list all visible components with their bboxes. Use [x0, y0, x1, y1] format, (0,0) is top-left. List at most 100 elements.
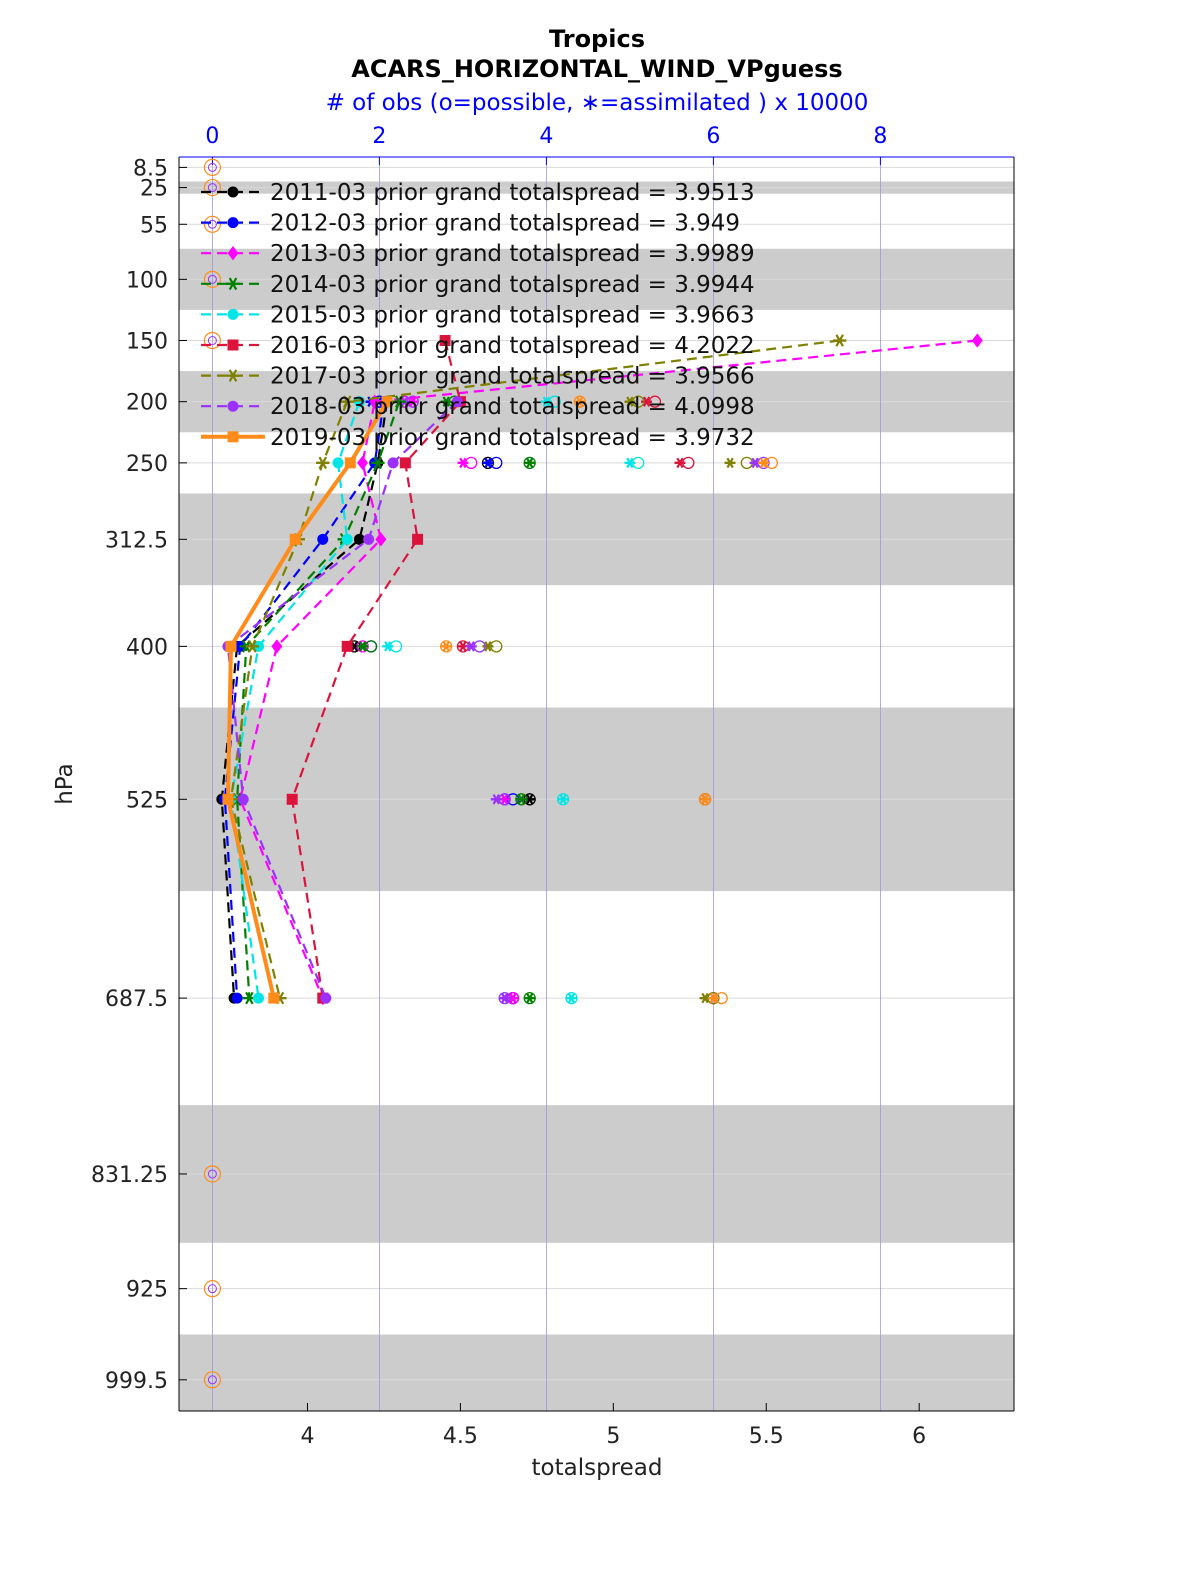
legend-marker [227, 217, 239, 229]
obs-zero-marker [203, 331, 221, 350]
data-point-2012-03 [317, 533, 329, 545]
obs-possible-marker [356, 640, 369, 653]
data-point-2018-03 [320, 992, 332, 1004]
data-point-2018-03 [363, 533, 375, 545]
obs-assimilated-marker [524, 457, 536, 469]
obs-possible-marker [565, 991, 578, 1005]
obs-assimilated-marker [541, 396, 552, 407]
series-line-2011-03 [220, 401, 389, 999]
data-point-2019-03 [289, 533, 301, 545]
data-point-2019-03 [268, 992, 280, 1004]
top-tick-label: 4 [539, 124, 553, 149]
legend-entry: 2016-03 prior grand totalspread = 4.2022 [270, 333, 755, 359]
obs-assimilated-marker [482, 641, 494, 652]
chart-title: Tropics [549, 25, 645, 53]
obs-assimilated-marker [524, 992, 536, 1004]
obs-assimilated-marker [574, 396, 586, 407]
obs-assimilated-marker [499, 992, 511, 1004]
obs-possible-marker [515, 793, 528, 806]
data-point-2016-03 [399, 457, 411, 469]
plot-area: 0 2 4 6 8 4 4.5 5 5.5 6 8.525 55 100 150 200 250 312.5 40… [91, 124, 1015, 1449]
obs-assimilated-marker [465, 641, 477, 652]
obs-assimilated-marker [758, 457, 769, 469]
legend-marker [227, 246, 239, 261]
data-point-2013-03 [357, 455, 369, 471]
obs-possible-marker [523, 456, 536, 470]
legend-entry: 2012-03 prior grand totalspread = 3.949 [270, 211, 740, 237]
legend-entry: 2015-03 prior grand totalspread = 3.9663 [270, 302, 755, 328]
obs-assimilated-marker [515, 794, 527, 805]
obs-zero-marker-inner [207, 219, 217, 229]
series-line-2012-03 [223, 401, 386, 999]
data-point-2014-03 [371, 456, 385, 470]
x-tick-label: 5.5 [749, 1424, 784, 1449]
y-tick-label: 8.5 [133, 156, 168, 181]
obs-assimilated-marker [724, 457, 736, 469]
obs-assimilated-marker [641, 396, 652, 407]
obs-possible-marker [523, 991, 536, 1005]
data-point-2017-03 [340, 395, 354, 408]
obs-possible-marker [556, 793, 570, 806]
y-tick-label: 150 [126, 330, 168, 355]
legend: 2011-03 prior grand totalspread = 3.9513… [201, 180, 755, 451]
y-tick-label: 525 [126, 788, 168, 813]
data-point-2011-03 [353, 533, 365, 545]
obs-assimilated-marker [490, 794, 502, 805]
obs-assimilated-marker [624, 396, 636, 407]
obs-zero-marker-inner [207, 1169, 217, 1179]
obs-assimilated-marker [457, 457, 469, 469]
data-point-2019-03 [225, 640, 237, 652]
x-tick-label: 5 [606, 1424, 620, 1449]
obs-assimilated-marker [557, 794, 569, 805]
data-point-2019-03 [344, 457, 356, 469]
data-point-2014-03 [392, 395, 406, 408]
obs-assimilated-marker [566, 992, 577, 1004]
y-tick-label: 831.25 [91, 1163, 168, 1188]
legend-marker [227, 308, 239, 320]
obs-assimilated-marker [699, 794, 711, 805]
obs-zero-marker [203, 158, 221, 176]
chart-subtitle: ACARS_HORIZONTAL_WIND_VPguess [351, 55, 842, 83]
legend-marker [227, 339, 239, 351]
top-tick-label: 6 [706, 124, 720, 149]
y-tick-label: 250 [126, 452, 168, 477]
obs-zero-marker-inner [207, 1284, 217, 1294]
obs-assimilated-marker [382, 641, 394, 652]
data-point-2013-03 [971, 333, 983, 348]
x-axis-label: totalspread [532, 1455, 663, 1481]
legend-marker [227, 186, 239, 198]
y-axis-label: hPa [52, 763, 78, 805]
y-tick-label: 312.5 [105, 528, 168, 553]
data-point-2015-03 [332, 457, 344, 469]
obs-zero-marker-inner [207, 1375, 217, 1385]
legend-marker [227, 431, 239, 443]
obs-possible-marker [440, 640, 453, 653]
data-point-2019-03 [381, 396, 393, 408]
obs-zero-marker [203, 270, 221, 288]
data-point-2016-03 [286, 793, 298, 805]
obs-possible-marker [698, 793, 712, 806]
data-point-2013-03 [375, 532, 387, 547]
obs-zero-marker-inner [207, 336, 217, 346]
legend-entry: 2018-03 prior grand totalspread = 4.0998 [270, 394, 755, 420]
y-tick-label: 200 [126, 391, 168, 416]
data-point-2017-03 [316, 456, 330, 470]
series-line-2015-03 [229, 401, 361, 999]
obs-assimilated-marker [708, 992, 719, 1004]
top-axis-label: # of obs (o=possible, ∗=assimilated ) x … [326, 90, 869, 116]
obs-zero-marker-inner [207, 162, 217, 172]
y-tick-label: 999.5 [105, 1369, 168, 1394]
shaded-band [179, 1334, 1014, 1411]
obs-zero-marker-inner [207, 274, 217, 284]
obs-assimilated-marker [440, 641, 452, 652]
obs-zero-marker [203, 1165, 221, 1183]
y-tick-label: 55 [140, 213, 168, 238]
data-point-2015-03 [253, 992, 265, 1004]
legend-entry: 2013-03 prior grand totalspread = 3.9989 [270, 241, 755, 267]
x-tick-label: 6 [912, 1424, 926, 1449]
obs-possible-marker [498, 991, 511, 1005]
top-tick-label: 8 [873, 124, 887, 149]
series-line-2018-03 [226, 400, 459, 999]
data-point-2016-03 [412, 533, 424, 545]
y-tick-label: 687.5 [105, 987, 168, 1012]
